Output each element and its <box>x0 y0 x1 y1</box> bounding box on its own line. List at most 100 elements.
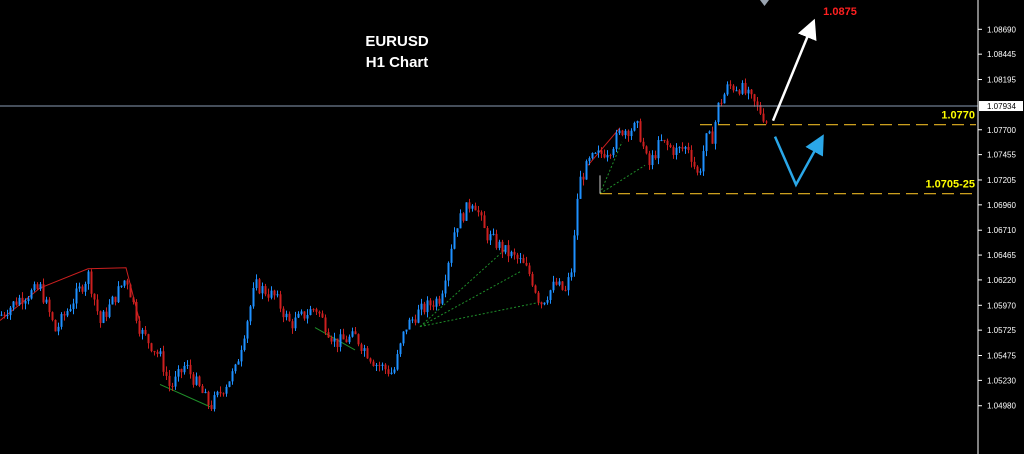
candle <box>618 128 621 135</box>
y-tick-label: 1.05970 <box>987 301 1016 310</box>
candle <box>543 302 546 306</box>
candle <box>222 392 225 397</box>
candle <box>345 335 348 343</box>
candle <box>138 316 141 337</box>
candle <box>711 126 714 144</box>
candle <box>129 283 132 298</box>
y-tick-label: 1.06220 <box>987 276 1016 285</box>
candle <box>570 268 573 281</box>
candle <box>639 118 642 143</box>
candle <box>168 370 171 392</box>
candle <box>225 384 228 397</box>
candle <box>432 300 435 311</box>
candle <box>498 239 501 251</box>
candle <box>681 142 684 152</box>
candle <box>651 150 654 170</box>
y-tick-label: 1.07700 <box>987 126 1016 135</box>
candle <box>531 271 534 288</box>
candle <box>585 159 588 180</box>
candle <box>219 386 222 397</box>
candle <box>741 80 744 95</box>
candle <box>243 335 246 352</box>
candle <box>12 301 15 311</box>
candle <box>426 296 429 318</box>
candle <box>633 121 636 132</box>
candle <box>519 253 522 264</box>
candle <box>444 274 447 298</box>
y-tick-label: 1.06710 <box>987 226 1016 235</box>
candle <box>507 240 510 263</box>
trend-line <box>159 383 211 408</box>
candle <box>762 108 765 123</box>
candle <box>678 146 681 154</box>
candle <box>282 306 285 323</box>
candle <box>378 361 381 372</box>
candle <box>306 309 309 324</box>
candle <box>99 310 102 328</box>
candle <box>114 296 117 306</box>
candle <box>69 304 72 312</box>
candle <box>126 278 129 290</box>
candle <box>723 92 726 104</box>
zigzag-line <box>587 127 621 166</box>
candle <box>387 365 390 377</box>
candle <box>672 145 675 159</box>
candle <box>729 80 732 89</box>
candle <box>45 296 48 304</box>
candle <box>90 269 93 298</box>
candle <box>315 307 318 315</box>
candle <box>576 193 579 240</box>
candle <box>135 299 138 324</box>
candle <box>525 256 528 267</box>
candle <box>93 293 96 306</box>
candle <box>660 134 663 142</box>
candle <box>528 262 531 277</box>
candle <box>57 322 60 336</box>
candle <box>561 280 564 291</box>
candle <box>750 88 753 99</box>
candle <box>327 328 330 339</box>
candle <box>318 310 321 318</box>
candle <box>330 335 333 345</box>
candle <box>630 128 633 141</box>
candle <box>162 345 165 376</box>
candle <box>609 153 612 159</box>
candle <box>213 391 216 412</box>
candle <box>363 344 366 357</box>
candle <box>465 202 468 221</box>
candle <box>684 145 687 154</box>
candle <box>150 342 153 353</box>
candle <box>747 86 750 100</box>
candle <box>3 311 6 319</box>
candle <box>756 97 759 111</box>
level-label: 1.0705-25 <box>925 179 975 191</box>
candle <box>309 305 312 316</box>
candle <box>522 254 525 264</box>
candle <box>549 289 552 304</box>
candle <box>132 296 135 305</box>
candle <box>453 227 456 250</box>
candle <box>267 288 270 302</box>
candle <box>441 290 444 306</box>
candle <box>351 327 354 338</box>
candle <box>714 120 717 150</box>
candle <box>726 81 729 96</box>
candle <box>558 278 561 287</box>
candle <box>231 368 234 385</box>
candle <box>360 342 363 354</box>
candle <box>279 290 282 313</box>
candle <box>27 295 30 305</box>
candle <box>615 129 618 152</box>
candle <box>411 316 414 324</box>
candle <box>597 145 600 158</box>
candle <box>165 366 168 381</box>
candle <box>63 311 66 321</box>
candle <box>294 311 297 332</box>
candle <box>402 331 405 346</box>
up-arrow <box>771 18 817 122</box>
candle <box>105 307 108 322</box>
candle <box>288 311 291 322</box>
candle <box>705 133 708 157</box>
candle <box>564 285 567 292</box>
